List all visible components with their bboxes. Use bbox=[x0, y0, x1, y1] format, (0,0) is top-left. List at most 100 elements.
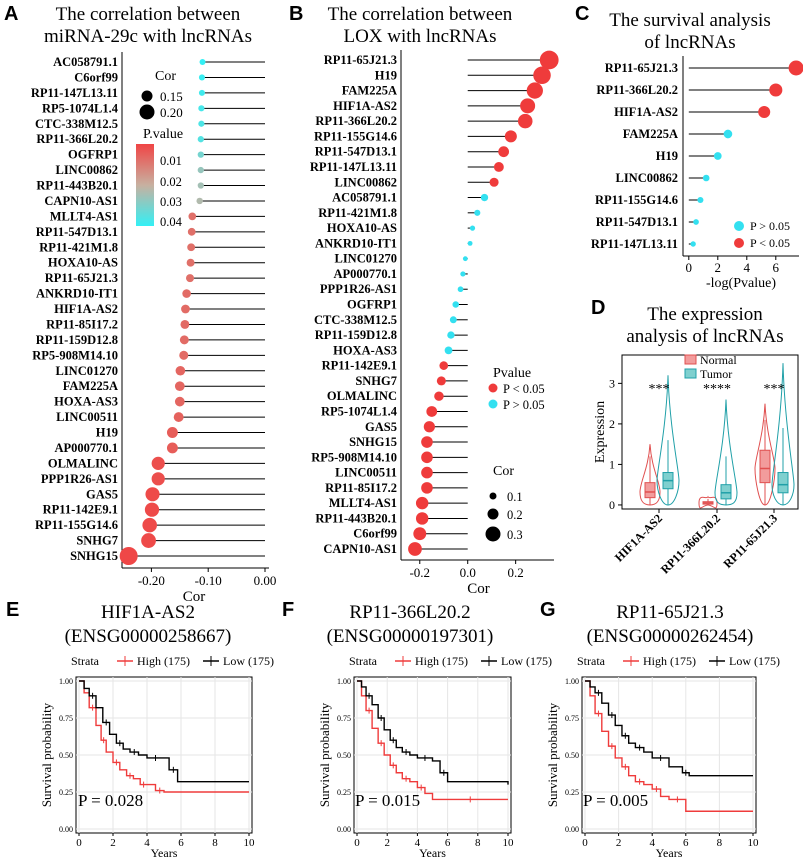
panel-e-x-tick-label: 8 bbox=[212, 837, 218, 849]
panel-c-dot bbox=[769, 83, 783, 97]
panel-a-dot bbox=[197, 182, 204, 189]
panel-f-strata-label: Strata bbox=[349, 654, 378, 668]
panel-d-significance: **** bbox=[703, 382, 731, 397]
panel-a-gene-label: HOXA-AS3 bbox=[54, 395, 118, 409]
panel-c-title-2: of lncRNAs bbox=[644, 32, 735, 53]
panel-b-dot bbox=[439, 361, 449, 370]
panel-a-gene-label: OGFRP1 bbox=[68, 148, 118, 162]
panel-c-gene-label: HIF1A-AS2 bbox=[614, 105, 678, 119]
panel-d-box bbox=[644, 482, 656, 499]
panel-label-a: A bbox=[4, 3, 18, 25]
panel-c-dot bbox=[693, 219, 699, 225]
panel-c-gene-label: FAM225A bbox=[623, 127, 678, 141]
panel-g-legend-low-label: Low (175) bbox=[729, 654, 780, 668]
panel-a-legend-p-tick: 0.02 bbox=[160, 175, 182, 189]
panel-a-gene-label: LINC00511 bbox=[56, 410, 118, 424]
panel-b-title-1: The correlation between bbox=[328, 4, 513, 25]
panel-a-dot bbox=[197, 166, 204, 174]
panel-f-legend-low-label: Low (175) bbox=[501, 654, 552, 668]
panel-b-dot bbox=[467, 240, 473, 246]
panel-e-curve-high bbox=[79, 680, 249, 793]
panel-b-legend-cor-dot bbox=[487, 508, 499, 520]
panel-f-x-label: Years bbox=[419, 846, 446, 858]
panel-label-g: G bbox=[540, 599, 556, 621]
panel-b-gene-label: OGFRP1 bbox=[347, 298, 397, 312]
panel-c-x-tick-label: 6 bbox=[773, 260, 780, 275]
panel-a-dot bbox=[174, 396, 185, 407]
panel-a-dot bbox=[188, 212, 197, 221]
panel-b-legend-dot bbox=[488, 383, 498, 393]
panel-c-gene-label: LINC00862 bbox=[615, 171, 678, 185]
panel-b-legend-cor-dot bbox=[489, 492, 497, 500]
panel-a-gene-label: AC058791.1 bbox=[53, 55, 118, 69]
panel-b-gene-label: HOXA-AS3 bbox=[333, 343, 397, 357]
panel-b-legend-label: P > 0.05 bbox=[503, 398, 545, 412]
panel-a-gene-label: AP000770.1 bbox=[54, 441, 118, 455]
panel-c-x-tick-label: 0 bbox=[686, 260, 693, 275]
panel-a-gene-label: RP11-142E9.1 bbox=[43, 503, 118, 517]
panel-c-legend-label: P < 0.05 bbox=[750, 236, 790, 250]
panel-e-title-1: HIF1A-AS2 bbox=[101, 602, 195, 623]
panel-a-legend-p-tick: 0.03 bbox=[160, 195, 182, 209]
panel-g-x-tick-label: 8 bbox=[717, 837, 723, 849]
panel-e-y-tick-label: 0.75 bbox=[59, 714, 73, 723]
panel-b-gene-label: CTC-338M12.5 bbox=[314, 313, 397, 327]
panel-d-box bbox=[759, 449, 771, 484]
panel-a-legend-cor-dot bbox=[139, 104, 155, 120]
panel-g-y-tick-label: 1.00 bbox=[565, 677, 579, 686]
panel-b-legend-cor-label: 0.1 bbox=[507, 490, 523, 504]
panel-a-dot bbox=[197, 136, 204, 143]
panel-c-chart: RP11-65J21.3 RP11-366L20.2 HIF1A-AS2 FAM225… bbox=[591, 56, 803, 291]
panel-b-gene-label: LINC00862 bbox=[334, 175, 397, 189]
panel-a-dot bbox=[198, 74, 206, 81]
panel-e-strata-label: Strata bbox=[71, 654, 100, 668]
panel-e-chart: Strata High (175) Low (175) 0.00 0.25 0.50 0.7… bbox=[39, 654, 274, 858]
panel-b-dot bbox=[415, 512, 429, 525]
panel-b-gene-label: GAS5 bbox=[365, 420, 397, 434]
panel-a-legend-cor-label: 0.15 bbox=[160, 89, 183, 104]
panel-b-gene-label: C6orf99 bbox=[353, 527, 397, 541]
panel-b-x-tick-label: 0.2 bbox=[508, 565, 524, 580]
panel-c-x-tick-label: 4 bbox=[744, 260, 751, 275]
panel-a-dot bbox=[186, 258, 195, 267]
panel-b-dot bbox=[539, 50, 559, 70]
panel-b-dot bbox=[447, 331, 455, 339]
panel-c-dot bbox=[690, 241, 696, 247]
panel-c-dot bbox=[788, 60, 803, 76]
panel-a-x-label: Cor bbox=[183, 589, 206, 605]
panel-g-x-tick-label: 4 bbox=[649, 837, 655, 849]
panel-b-x-label: Cor bbox=[467, 581, 490, 597]
panel-a-gene-label: LINC00862 bbox=[55, 163, 118, 177]
panel-b-gene-label: RP11-421M1.8 bbox=[318, 206, 397, 220]
panel-b-dot bbox=[493, 162, 504, 172]
panel-b-dot bbox=[517, 113, 533, 129]
panel-c-dot bbox=[702, 174, 710, 182]
panel-b-dot bbox=[452, 301, 459, 308]
panel-a-legend-p-tick: 0.01 bbox=[160, 154, 182, 168]
panel-d-x-tick-label: HIF1A-AS2 bbox=[612, 511, 665, 564]
panel-a-dot bbox=[186, 274, 195, 283]
panel-a-dot bbox=[145, 487, 160, 502]
panel-e-y-tick-label: 0.25 bbox=[59, 788, 73, 797]
panel-a-gene-label: CAPN10-AS1 bbox=[44, 194, 118, 208]
panel-b-x-tick-label: 0.0 bbox=[460, 565, 476, 580]
panel-g-x-tick-label: 6 bbox=[683, 837, 689, 849]
panel-b-gene-label: LINC00511 bbox=[335, 466, 397, 480]
panel-c-dot bbox=[723, 129, 733, 139]
panel-d-box bbox=[777, 472, 789, 494]
panel-b-dot bbox=[480, 193, 489, 202]
panel-a-dot bbox=[166, 442, 178, 454]
panel-b-dot bbox=[498, 146, 510, 158]
panel-b-legend-cor-title: Cor bbox=[493, 464, 514, 479]
panel-a-x-tick-label: -0.10 bbox=[195, 573, 222, 588]
panel-b-legend-cor-dot bbox=[485, 526, 501, 542]
panel-g-y-label: Survival probability bbox=[545, 702, 560, 807]
panel-b-dot bbox=[436, 376, 446, 386]
panel-d-y-tick-label: 2 bbox=[609, 417, 615, 431]
panel-label-f: F bbox=[282, 599, 294, 621]
panel-f-y-label: Survival probability bbox=[317, 702, 332, 807]
panel-label-b: B bbox=[289, 3, 303, 25]
panel-g-chart: Strata High (175) Low (175) 0.00 0.25 0.50 0.7… bbox=[545, 654, 780, 858]
panel-a-dot bbox=[175, 365, 186, 376]
